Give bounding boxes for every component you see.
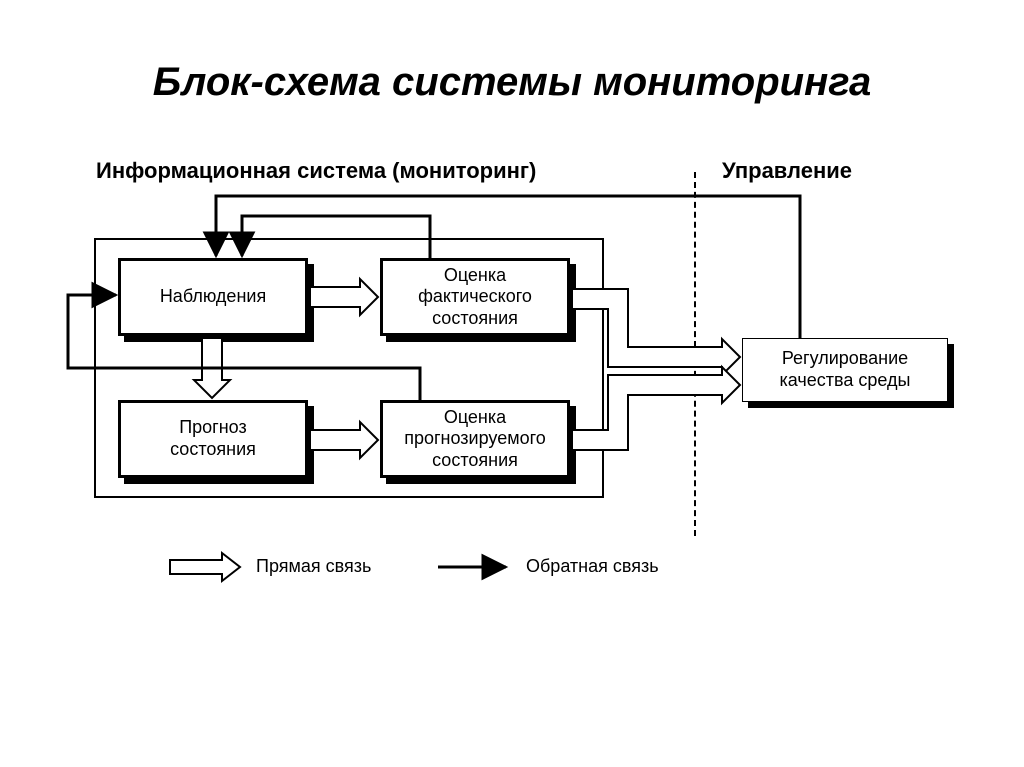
node-observe: Наблюдения (118, 258, 308, 336)
slide: Блок-схема системы мониторинга Информаци… (0, 0, 1024, 767)
node-forecast-label: Прогнозсостояния (170, 417, 256, 460)
node-eval-prog-label: Оценкапрогнозируемогосостояния (404, 407, 546, 472)
node-regulate-label: Регулированиекачества среды (780, 348, 911, 391)
legend-direct-icon (170, 553, 240, 581)
node-forecast: Прогнозсостояния (118, 400, 308, 478)
node-eval-prog: Оценкапрогнозируемогосостояния (380, 400, 570, 478)
node-eval-fact-label: Оценкафактическогосостояния (418, 265, 532, 330)
page-title: Блок-схема системы мониторинга (0, 60, 1024, 105)
section-label-monitoring: Информационная система (мониторинг) (96, 158, 536, 184)
node-eval-fact: Оценкафактическогосостояния (380, 258, 570, 336)
node-regulate: Регулированиекачества среды (742, 338, 948, 402)
section-label-control: Управление (722, 158, 852, 184)
node-observe-label: Наблюдения (160, 286, 266, 308)
legend-feedback-label: Обратная связь (526, 556, 659, 577)
legend-direct-label: Прямая связь (256, 556, 371, 577)
section-divider (694, 172, 696, 536)
